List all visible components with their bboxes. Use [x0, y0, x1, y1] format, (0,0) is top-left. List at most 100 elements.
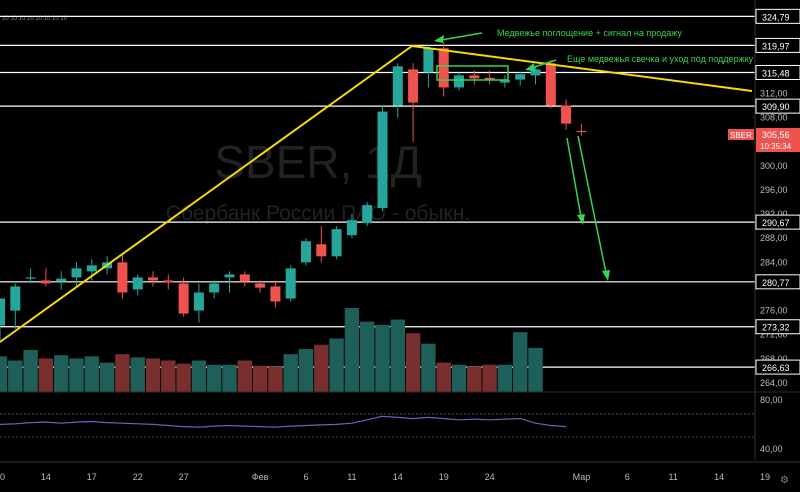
volume-bar: [161, 360, 176, 392]
volume-bar: [298, 348, 314, 392]
time-axis-tick: 6: [625, 472, 630, 482]
candles: [0, 42, 587, 341]
candle-body[interactable]: [132, 277, 143, 290]
candle-body[interactable]: [56, 278, 67, 282]
price-axis-tick: 308,00: [760, 113, 788, 123]
volume-bar: [145, 358, 161, 392]
volume-bar: [375, 324, 390, 392]
price-axis-tick: 292,00: [760, 209, 788, 219]
volume-bar: [99, 362, 115, 392]
ticker-badge-label: SBER: [730, 131, 752, 140]
price-axis-tick: 296,00: [760, 185, 788, 195]
candle-body[interactable]: [408, 69, 419, 103]
candle-body[interactable]: [71, 268, 82, 278]
time-axis-tick: 14: [41, 472, 51, 482]
candle-body[interactable]: [499, 80, 510, 83]
watermark-title: SBER, 1Д: [214, 136, 422, 188]
level-label-box: [755, 98, 800, 114]
candle-body[interactable]: [561, 105, 572, 124]
volume-bar: [482, 364, 497, 392]
gear-icon[interactable]: ⚙: [780, 475, 789, 486]
candle-body[interactable]: [377, 111, 388, 209]
candle-body[interactable]: [285, 268, 296, 299]
volume-bar: [344, 308, 360, 392]
volume-bar: [497, 364, 513, 392]
top-left-readout: 10 10 10 10 10 10 10 10: [2, 16, 68, 22]
time-axis-tick: 27: [179, 472, 189, 482]
candle-body[interactable]: [301, 241, 311, 263]
candle-body[interactable]: [148, 277, 158, 281]
candle-body[interactable]: [25, 277, 36, 279]
candle-body[interactable]: [454, 75, 464, 88]
candle-body[interactable]: [392, 66, 403, 106]
volume-bar: [54, 355, 69, 392]
uptrend-line[interactable]: [0, 45, 413, 343]
price-axis-tick: 312,00: [760, 88, 788, 98]
volume-bar: [38, 358, 54, 392]
volume-bar: [130, 357, 145, 392]
level-label: 309,90: [762, 102, 790, 112]
candle-body[interactable]: [224, 274, 235, 278]
price-axis-tick: 288,00: [760, 233, 788, 243]
countdown: 10:35:34: [760, 142, 792, 151]
level-label-box: [755, 214, 800, 230]
candle-body[interactable]: [40, 280, 51, 284]
volume-bar: [467, 366, 482, 392]
consolidation-box[interactable]: [436, 65, 509, 81]
time-axis-tick: 19: [760, 472, 770, 482]
level-label: 319,97: [762, 41, 790, 51]
level-label-box: [755, 64, 800, 80]
candle-body[interactable]: [117, 262, 128, 293]
time-axis-tick: 10: [0, 472, 5, 482]
candle-body[interactable]: [515, 74, 526, 80]
time-axis-tick: Фев: [252, 472, 269, 482]
candle-body[interactable]: [255, 283, 266, 288]
candle-body[interactable]: [193, 292, 204, 311]
candle-body[interactable]: [484, 77, 495, 81]
candle-body[interactable]: [423, 48, 434, 73]
candle-body[interactable]: [10, 286, 21, 311]
volume-bar: [8, 360, 23, 392]
last-price-badge: [756, 128, 800, 152]
candle-body[interactable]: [346, 220, 357, 236]
candle-body[interactable]: [469, 75, 480, 79]
volume-bar: [268, 366, 283, 392]
volume-bar: [314, 344, 329, 392]
volume-bar: [237, 360, 252, 392]
candle-body[interactable]: [362, 205, 373, 224]
time-axis-tick: 6: [303, 472, 308, 482]
candle-body[interactable]: [209, 283, 220, 293]
candle-body[interactable]: [178, 283, 189, 314]
volume-bar: [283, 354, 298, 392]
volume-bar: [513, 332, 528, 392]
candle-body[interactable]: [316, 244, 327, 257]
arrow-down-1[interactable]: [566, 137, 585, 225]
downtrend-line[interactable]: [411, 45, 753, 92]
candle-body[interactable]: [239, 274, 250, 282]
volume-bar: [390, 319, 405, 392]
time-axis[interactable]: 10 14 17 22 27 Фев 6 11 14 19 24 Мар 6 11 14 19: [0, 461, 800, 482]
candle-body[interactable]: [438, 48, 449, 88]
arrow-support-break[interactable]: [525, 59, 557, 71]
time-axis-tick: 24: [485, 472, 495, 482]
level-label: 266,63: [762, 363, 790, 373]
candle-body[interactable]: [0, 298, 5, 326]
rsi-line: [0, 415, 567, 428]
candle-body[interactable]: [576, 130, 587, 133]
arrow-bearish-engulfing[interactable]: [434, 32, 483, 43]
volume-bar: [451, 364, 467, 392]
watermark-subtitle: Сбербанк России ПАО - обыкн.: [166, 202, 470, 225]
candle-body[interactable]: [163, 280, 174, 283]
level-label: 315,48: [762, 68, 790, 78]
arrow-down-2[interactable]: [577, 135, 610, 281]
candle-body[interactable]: [331, 229, 342, 257]
level-label-box: [755, 37, 800, 53]
price-axis[interactable]: 312,00 308,00 300,00 296,00 292,00 288,00 284,…: [754, 0, 800, 460]
candle-body[interactable]: [530, 69, 541, 76]
candle-body[interactable]: [545, 63, 556, 106]
candle-body[interactable]: [270, 286, 281, 302]
candle-body[interactable]: [86, 265, 97, 272]
time-axis-tick: 14: [393, 472, 403, 482]
